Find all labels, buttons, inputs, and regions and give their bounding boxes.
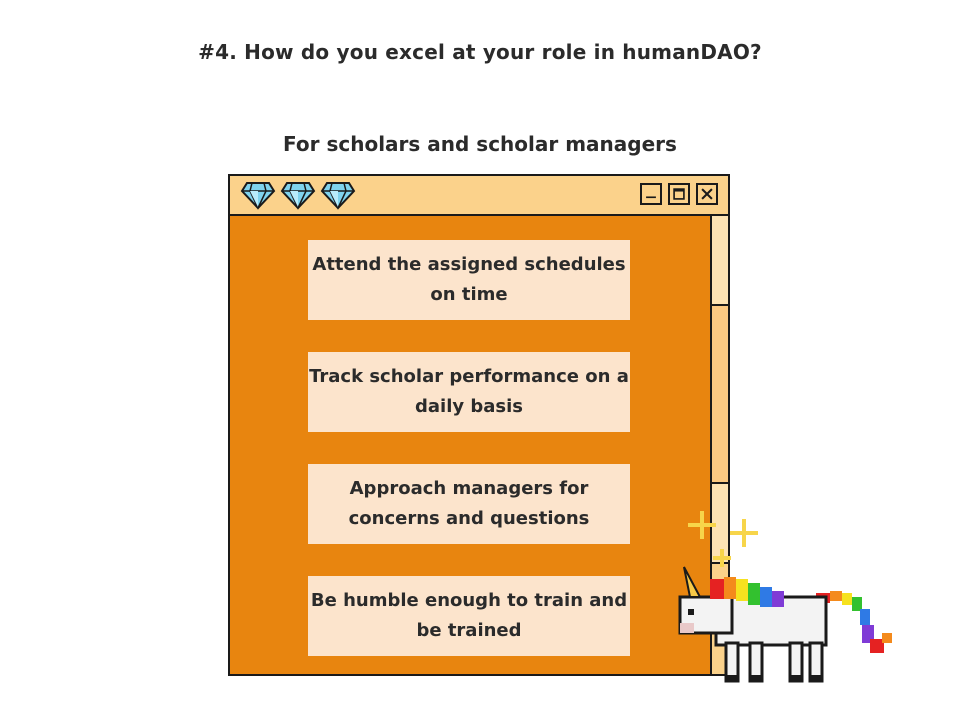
role-card-text: Track scholar performance on a daily bas… xyxy=(309,366,629,417)
role-card: Approach managers for concerns and quest… xyxy=(308,464,630,544)
diamond-icon xyxy=(320,182,356,210)
role-card-text: Attend the assigned schedules on time xyxy=(312,254,626,305)
section-title: For scholars and scholar managers xyxy=(283,132,677,156)
window-controls xyxy=(640,183,718,205)
scroll-thumb[interactable] xyxy=(712,306,728,484)
role-card: Be humble enough to train and be trained xyxy=(308,576,630,656)
diamond-icon xyxy=(240,182,276,210)
close-icon[interactable] xyxy=(696,183,718,205)
sparkle-icon xyxy=(688,511,758,567)
role-card: Attend the assigned schedules on time xyxy=(308,240,630,320)
window-titlebar xyxy=(230,176,728,216)
minimize-icon[interactable] xyxy=(640,183,662,205)
role-card-text: Be humble enough to train and be trained xyxy=(310,590,628,641)
unicorn-icon xyxy=(678,511,892,683)
titlebar-gems xyxy=(240,180,356,210)
tail xyxy=(816,591,892,653)
maximize-icon[interactable] xyxy=(668,183,690,205)
scroll-up-area[interactable] xyxy=(712,216,728,306)
diamond-icon xyxy=(280,182,316,210)
card-list: Attend the assigned schedules on time Tr… xyxy=(308,240,630,688)
role-card: Track scholar performance on a daily bas… xyxy=(308,352,630,432)
page-title: #4. How do you excel at your role in hum… xyxy=(198,40,762,64)
role-card-text: Approach managers for concerns and quest… xyxy=(348,478,590,529)
app-window: Attend the assigned schedules on time Tr… xyxy=(228,174,730,676)
